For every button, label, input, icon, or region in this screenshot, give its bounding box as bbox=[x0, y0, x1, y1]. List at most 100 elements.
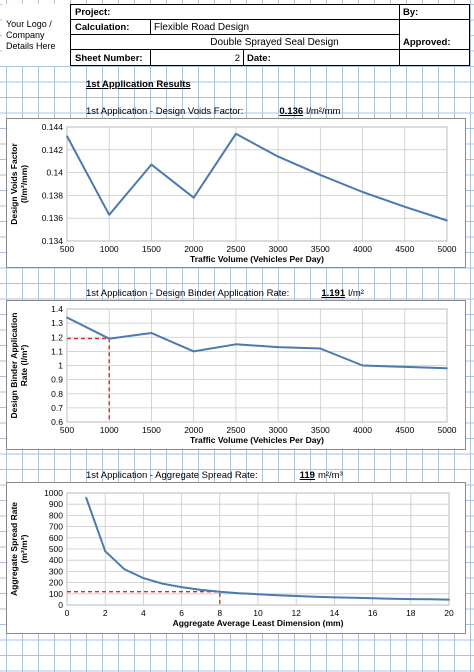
y-tick-label: 0.134 bbox=[42, 236, 64, 246]
y-tick-label: 0.8 bbox=[51, 389, 63, 399]
data-point bbox=[333, 596, 336, 599]
binder-rate-row: 1st Application - Design Binder Applicat… bbox=[86, 286, 364, 300]
series-line bbox=[66, 132, 448, 222]
x-tick-label: 14 bbox=[330, 608, 340, 618]
x-tick-label: 2500 bbox=[226, 425, 245, 435]
logo-text-line-2: Company bbox=[6, 29, 45, 40]
y-tick-label: 0.144 bbox=[42, 122, 64, 132]
y-tick-label: 0.6 bbox=[51, 417, 63, 427]
data-point bbox=[390, 597, 393, 600]
subtitle-value[interactable]: Double Sprayed Seal Design bbox=[210, 36, 339, 48]
x-tick-label: 4000 bbox=[353, 425, 372, 435]
data-point bbox=[235, 343, 237, 346]
x-tick-label: 4000 bbox=[353, 244, 372, 254]
x-tick-label: 18 bbox=[406, 608, 416, 618]
data-point bbox=[319, 347, 322, 350]
y-tick-label: 500 bbox=[49, 544, 63, 554]
voids-factor-chart-svg: 500 1000 1500 2000 2500 3000 3500 4000 4500 5000 0… bbox=[9, 122, 457, 264]
spread-rate-value: 119 bbox=[299, 469, 315, 481]
spread-rate-chart-svg: 0 2 4 6 8 10 12 14 16 18 2001002003004005006007008… bbox=[9, 488, 454, 628]
binder-rate-unit: l/m² bbox=[348, 287, 364, 299]
y-tick-label: 1.3 bbox=[51, 318, 63, 328]
title-block-border bbox=[70, 4, 470, 66]
x-tick-label: 2 bbox=[103, 608, 108, 618]
y-tick-label: 800 bbox=[49, 510, 63, 520]
by-label: By: bbox=[403, 6, 419, 18]
data-point bbox=[199, 589, 202, 591]
data-point bbox=[192, 350, 195, 353]
x-tick-label: 3500 bbox=[311, 244, 330, 254]
data-point bbox=[403, 366, 406, 368]
y-tick-label: 900 bbox=[49, 499, 63, 509]
y-tick-label: 400 bbox=[49, 555, 63, 565]
x-tick-label: 12 bbox=[291, 608, 301, 618]
y-tick-label: 0.9 bbox=[51, 375, 63, 385]
data-point bbox=[150, 332, 153, 334]
spread-rate-row: 1st Application - Aggregate Spread Rate:… bbox=[86, 468, 343, 482]
data-point bbox=[446, 219, 448, 222]
x-tick-label: 1000 bbox=[100, 244, 119, 254]
y-tick-label: 1.4 bbox=[51, 304, 63, 314]
x-axis-title: Traffic Volume (Vehicles Per Day) bbox=[190, 435, 324, 445]
data-point bbox=[314, 595, 317, 598]
voids-factor-label: 1st Application - Design Voids Factor: bbox=[86, 105, 244, 117]
logo-area: Your Logo / Company Details Here bbox=[2, 4, 70, 66]
data-point bbox=[257, 593, 259, 596]
y-tick-label: 100 bbox=[49, 589, 63, 599]
x-tick-label: 6 bbox=[179, 608, 184, 618]
y-axis-unit: (m²/m³) bbox=[19, 534, 29, 563]
y-tick-label: 1.1 bbox=[51, 346, 63, 356]
y-tick-label: 0.136 bbox=[42, 213, 64, 223]
data-point bbox=[108, 337, 111, 340]
data-point bbox=[161, 582, 164, 585]
x-tick-label: 1500 bbox=[142, 244, 161, 254]
data-point bbox=[361, 191, 364, 193]
y-tick-label: 0.142 bbox=[42, 145, 64, 155]
y-tick-label: 0.7 bbox=[51, 403, 63, 413]
calculation-value[interactable]: Flexible Road Design bbox=[154, 21, 250, 33]
x-tick-label: 20 bbox=[444, 608, 454, 618]
logo-text-line-1: Your Logo / bbox=[6, 18, 52, 29]
y-tick-label: 0.138 bbox=[42, 190, 64, 200]
x-tick-label: 2000 bbox=[184, 244, 203, 254]
y-tick-label: 600 bbox=[49, 533, 63, 543]
x-tick-label: 3000 bbox=[269, 425, 288, 435]
data-point bbox=[276, 594, 278, 597]
spread-rate-chart[interactable]: 0 2 4 6 8 10 12 14 16 18 20 0 100 200 300 400 500 600 700 8… bbox=[6, 482, 466, 634]
x-tick-label: 4 bbox=[141, 608, 146, 618]
y-axis-unit: (l/m²/mm) bbox=[19, 165, 29, 203]
binder-rate-value: 1.191 bbox=[321, 287, 346, 299]
series-line bbox=[85, 497, 450, 601]
data-point bbox=[448, 598, 450, 601]
data-point bbox=[85, 496, 87, 499]
x-tick-label: 0 bbox=[65, 608, 70, 618]
x-tick-label: 2500 bbox=[226, 244, 245, 254]
series-line bbox=[66, 316, 448, 370]
voids-factor-unit: l/m²/mm bbox=[306, 105, 341, 117]
x-tick-label: 10 bbox=[253, 608, 263, 618]
data-point bbox=[446, 367, 448, 370]
data-point bbox=[108, 213, 111, 216]
data-point bbox=[277, 155, 279, 158]
design-value-marker bbox=[67, 590, 221, 605]
voids-factor-value: 0.136 bbox=[279, 105, 304, 117]
x-tick-label: 4500 bbox=[395, 244, 414, 254]
date-label: Date: bbox=[247, 52, 271, 64]
data-point bbox=[66, 135, 68, 137]
results-section-title: 1st Application Results bbox=[86, 79, 191, 90]
y-tick-label: 300 bbox=[49, 566, 63, 576]
y-tick-label: 700 bbox=[49, 522, 63, 532]
voids-factor-chart[interactable]: 500 1000 1500 2000 2500 3000 3500 4000 4500 5000 0… bbox=[6, 118, 466, 268]
binder-rate-chart-svg: 500 1000 1500 2000 2500 3000 3500 4000 4500 5000 0… bbox=[9, 304, 457, 445]
voids-factor-row: 1st Application - Design Voids Factor: 0… bbox=[86, 104, 340, 118]
x-tick-label: 5000 bbox=[438, 425, 457, 435]
binder-rate-chart[interactable]: 500 1000 1500 2000 2500 3000 3500 4000 4500 5000 0… bbox=[6, 300, 466, 450]
x-axis-title: Aggregate Average Least Dimension (mm) bbox=[173, 618, 344, 628]
data-point bbox=[238, 592, 240, 595]
approved-label: Approved: bbox=[403, 36, 451, 48]
sheet-number-value[interactable]: 2 bbox=[234, 52, 240, 64]
x-tick-label: 500 bbox=[60, 425, 74, 435]
data-point bbox=[104, 550, 106, 553]
x-tick-label: 3500 bbox=[311, 425, 330, 435]
y-axis-title: Aggregate Spread Rate bbox=[9, 502, 19, 596]
